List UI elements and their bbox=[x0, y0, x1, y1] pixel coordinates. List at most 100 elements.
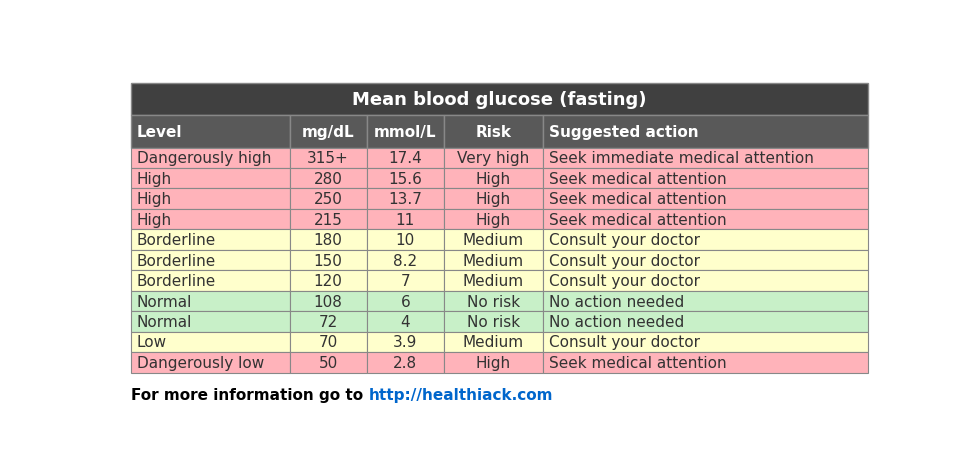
Text: High: High bbox=[136, 212, 173, 227]
Text: 280: 280 bbox=[314, 171, 342, 187]
FancyBboxPatch shape bbox=[542, 250, 869, 271]
FancyBboxPatch shape bbox=[444, 291, 542, 312]
FancyBboxPatch shape bbox=[290, 115, 367, 148]
Text: 4: 4 bbox=[401, 314, 410, 329]
FancyBboxPatch shape bbox=[444, 352, 542, 373]
Text: 150: 150 bbox=[314, 253, 342, 268]
FancyBboxPatch shape bbox=[444, 189, 542, 209]
FancyBboxPatch shape bbox=[542, 271, 869, 291]
Text: 72: 72 bbox=[319, 314, 337, 329]
FancyBboxPatch shape bbox=[367, 271, 444, 291]
Text: Borderline: Borderline bbox=[136, 232, 216, 248]
Text: 15.6: 15.6 bbox=[388, 171, 422, 187]
Text: Seek medical attention: Seek medical attention bbox=[549, 355, 726, 370]
FancyBboxPatch shape bbox=[542, 189, 869, 209]
Text: Consult your doctor: Consult your doctor bbox=[549, 232, 700, 248]
Text: 108: 108 bbox=[314, 294, 342, 309]
Text: No risk: No risk bbox=[467, 294, 520, 309]
Text: No action needed: No action needed bbox=[549, 294, 683, 309]
FancyBboxPatch shape bbox=[290, 312, 367, 332]
Text: Suggested action: Suggested action bbox=[549, 125, 698, 139]
Text: Seek immediate medical attention: Seek immediate medical attention bbox=[549, 151, 813, 166]
FancyBboxPatch shape bbox=[290, 169, 367, 189]
FancyBboxPatch shape bbox=[290, 332, 367, 352]
Text: 2.8: 2.8 bbox=[393, 355, 417, 370]
Text: Borderline: Borderline bbox=[136, 253, 216, 268]
FancyBboxPatch shape bbox=[131, 84, 869, 115]
FancyBboxPatch shape bbox=[444, 148, 542, 169]
Text: Dangerously low: Dangerously low bbox=[136, 355, 264, 370]
FancyBboxPatch shape bbox=[542, 312, 869, 332]
Text: Seek medical attention: Seek medical attention bbox=[549, 212, 726, 227]
Text: Borderline: Borderline bbox=[136, 274, 216, 288]
FancyBboxPatch shape bbox=[444, 230, 542, 250]
FancyBboxPatch shape bbox=[131, 250, 290, 271]
FancyBboxPatch shape bbox=[367, 148, 444, 169]
Text: Mean blood glucose (fasting): Mean blood glucose (fasting) bbox=[352, 91, 647, 109]
Text: High: High bbox=[476, 355, 511, 370]
FancyBboxPatch shape bbox=[131, 115, 290, 148]
FancyBboxPatch shape bbox=[542, 115, 869, 148]
Text: Risk: Risk bbox=[475, 125, 511, 139]
Text: 180: 180 bbox=[314, 232, 342, 248]
Text: 3.9: 3.9 bbox=[393, 335, 417, 350]
Text: For more information go to: For more information go to bbox=[131, 387, 369, 402]
FancyBboxPatch shape bbox=[131, 332, 290, 352]
Text: High: High bbox=[476, 171, 511, 187]
FancyBboxPatch shape bbox=[542, 209, 869, 230]
FancyBboxPatch shape bbox=[131, 169, 290, 189]
Text: Very high: Very high bbox=[457, 151, 529, 166]
Text: No action needed: No action needed bbox=[549, 314, 683, 329]
Text: Medium: Medium bbox=[463, 274, 524, 288]
Text: 10: 10 bbox=[396, 232, 415, 248]
FancyBboxPatch shape bbox=[444, 332, 542, 352]
FancyBboxPatch shape bbox=[367, 250, 444, 271]
Text: 315+: 315+ bbox=[307, 151, 349, 166]
Text: 250: 250 bbox=[314, 192, 342, 207]
FancyBboxPatch shape bbox=[367, 291, 444, 312]
Text: High: High bbox=[476, 192, 511, 207]
FancyBboxPatch shape bbox=[367, 230, 444, 250]
FancyBboxPatch shape bbox=[542, 230, 869, 250]
FancyBboxPatch shape bbox=[542, 332, 869, 352]
Text: 8.2: 8.2 bbox=[393, 253, 417, 268]
FancyBboxPatch shape bbox=[542, 352, 869, 373]
FancyBboxPatch shape bbox=[367, 332, 444, 352]
Text: Normal: Normal bbox=[136, 314, 192, 329]
Text: 120: 120 bbox=[314, 274, 342, 288]
FancyBboxPatch shape bbox=[131, 352, 290, 373]
Text: Medium: Medium bbox=[463, 253, 524, 268]
FancyBboxPatch shape bbox=[444, 169, 542, 189]
FancyBboxPatch shape bbox=[542, 169, 869, 189]
FancyBboxPatch shape bbox=[131, 230, 290, 250]
FancyBboxPatch shape bbox=[367, 115, 444, 148]
FancyBboxPatch shape bbox=[444, 271, 542, 291]
FancyBboxPatch shape bbox=[444, 312, 542, 332]
Text: Level: Level bbox=[136, 125, 182, 139]
FancyBboxPatch shape bbox=[367, 312, 444, 332]
Text: High: High bbox=[136, 171, 173, 187]
FancyBboxPatch shape bbox=[290, 271, 367, 291]
FancyBboxPatch shape bbox=[444, 209, 542, 230]
Text: No risk: No risk bbox=[467, 314, 520, 329]
FancyBboxPatch shape bbox=[131, 271, 290, 291]
Text: Seek medical attention: Seek medical attention bbox=[549, 192, 726, 207]
FancyBboxPatch shape bbox=[290, 209, 367, 230]
Text: mmol/L: mmol/L bbox=[374, 125, 437, 139]
Text: Normal: Normal bbox=[136, 294, 192, 309]
FancyBboxPatch shape bbox=[542, 291, 869, 312]
FancyBboxPatch shape bbox=[290, 189, 367, 209]
FancyBboxPatch shape bbox=[542, 148, 869, 169]
Text: 17.4: 17.4 bbox=[388, 151, 422, 166]
FancyBboxPatch shape bbox=[131, 312, 290, 332]
FancyBboxPatch shape bbox=[290, 291, 367, 312]
FancyBboxPatch shape bbox=[367, 209, 444, 230]
FancyBboxPatch shape bbox=[290, 230, 367, 250]
Text: Low: Low bbox=[136, 335, 167, 350]
Text: 6: 6 bbox=[401, 294, 410, 309]
FancyBboxPatch shape bbox=[290, 352, 367, 373]
Text: Medium: Medium bbox=[463, 335, 524, 350]
Text: http://healthiack.com: http://healthiack.com bbox=[369, 387, 553, 402]
FancyBboxPatch shape bbox=[290, 250, 367, 271]
FancyBboxPatch shape bbox=[131, 189, 290, 209]
